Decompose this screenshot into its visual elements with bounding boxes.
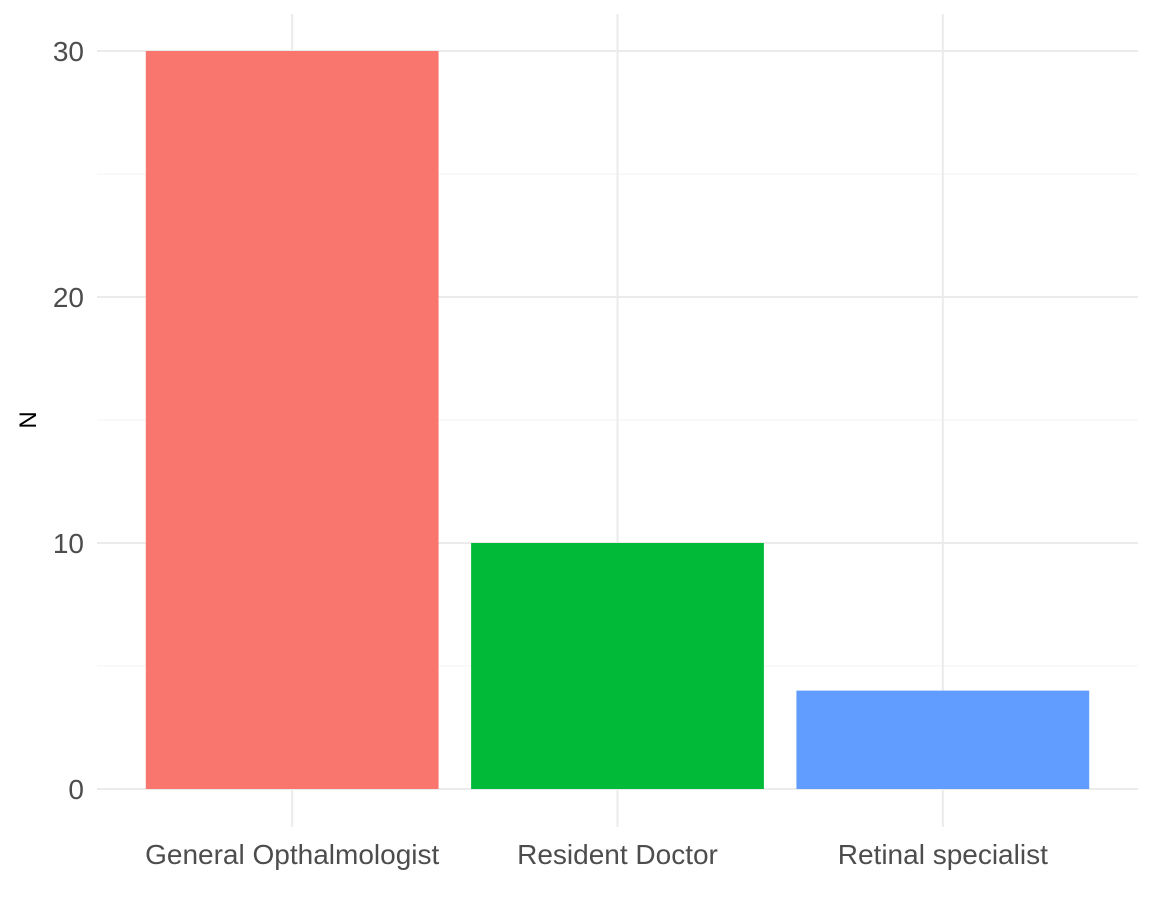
- bar-general-opthalmologist: [145, 51, 439, 789]
- bars: [145, 51, 1090, 789]
- y-tick-labels: 0 10 20 30: [53, 36, 84, 805]
- y-tick-label: 20: [53, 282, 84, 313]
- y-tick-label: 10: [53, 528, 84, 559]
- x-tick-labels: General Opthalmologist Resident Doctor Ret…: [145, 839, 1048, 870]
- bar-resident-doctor: [471, 543, 764, 789]
- bar-retinal-specialist: [796, 690, 1090, 789]
- y-tick-label: 30: [53, 36, 84, 67]
- x-tick-label: Resident Doctor: [517, 839, 718, 870]
- x-tick-label: General Opthalmologist: [145, 839, 439, 870]
- y-tick-label: 0: [68, 774, 84, 805]
- y-axis-title: N: [15, 411, 42, 428]
- x-tick-label: Retinal specialist: [838, 839, 1048, 870]
